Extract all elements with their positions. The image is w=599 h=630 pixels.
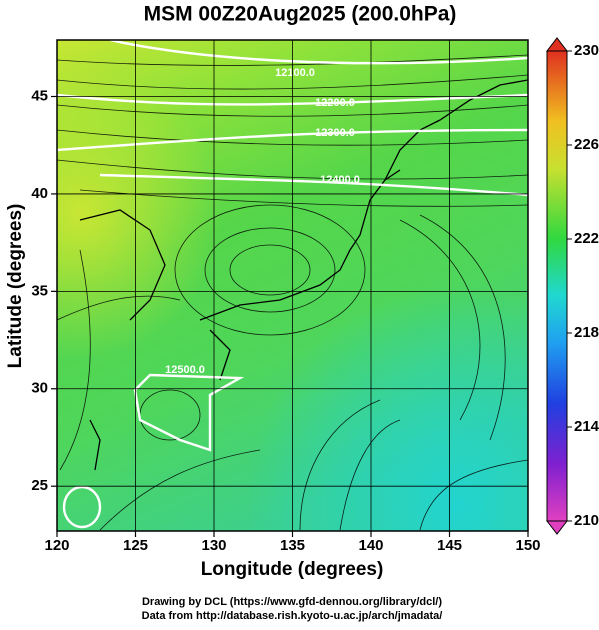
- footer-line: Drawing by DCL (https://www.gfd-dennou.o…: [142, 596, 442, 608]
- colorbar-tick-label: 210: [574, 512, 599, 529]
- x-tick-label: 140: [358, 537, 383, 554]
- coastlines: [79, 79, 528, 471]
- y-tick-label: 40: [31, 185, 48, 202]
- footer-line: Data from http://database.rish.kyoto-u.a…: [142, 610, 443, 622]
- contour-label: 12500.0: [165, 364, 205, 376]
- colorbar-tick-label: 222: [574, 230, 599, 247]
- contours: [57, 40, 528, 529]
- x-tick-label: 135: [280, 537, 305, 554]
- y-tick-label: 45: [31, 87, 48, 104]
- x-tick-label: 145: [437, 537, 462, 554]
- colorbar: [545, 37, 569, 535]
- contour-label: 12400.0: [320, 174, 360, 186]
- x-tick-label: 130: [201, 537, 226, 554]
- colorbar-tick-label: 226: [574, 136, 599, 153]
- colorbar-tick-label: 218: [574, 324, 599, 341]
- x-axis-label: Longitude (degrees): [201, 559, 384, 580]
- y-tick-label: 30: [31, 380, 48, 397]
- streamlines: [57, 54, 528, 531]
- x-tick-label: 150: [515, 537, 540, 554]
- y-axis-label: Latitude (degrees): [5, 204, 26, 369]
- y-tick-label: 35: [31, 282, 48, 299]
- colorbar-tick-label: 214: [574, 418, 599, 435]
- contour-label: 12200.0: [315, 97, 355, 109]
- contour-label: 12300.0: [315, 127, 355, 139]
- colorbar-tick-label: 230: [574, 42, 599, 59]
- x-tick-label: 125: [123, 537, 148, 554]
- title: MSM 00Z20Aug2025 (200.0hPa): [144, 3, 457, 26]
- x-tick-label: 120: [44, 537, 69, 554]
- contour-label: 12100.0: [275, 67, 315, 79]
- y-tick-label: 25: [31, 477, 48, 494]
